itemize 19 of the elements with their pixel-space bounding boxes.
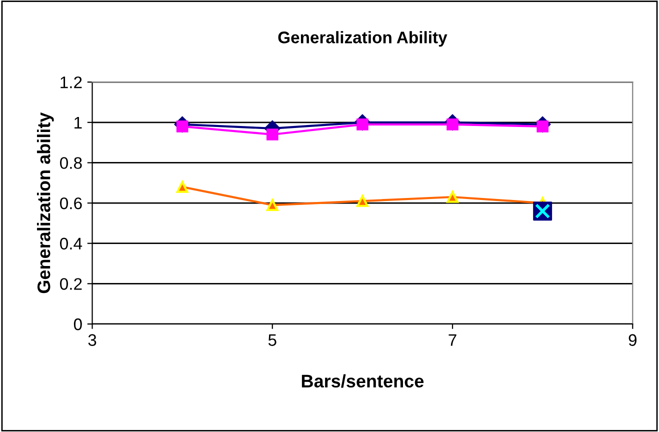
x-axis-title: Bars/sentence: [302, 374, 424, 388]
y-tick-label: 0: [74, 318, 82, 330]
y-tick-label: 1: [74, 116, 82, 128]
x-tick-label: 5: [268, 334, 276, 346]
y-tick-label: 1.2: [60, 76, 82, 88]
chart-title: Generalization Ability: [278, 31, 448, 47]
y-tick-label: 0.8: [60, 157, 82, 169]
point: [356, 195, 368, 207]
y-tick-label: 0.6: [60, 197, 82, 210]
point: [266, 128, 278, 140]
point: [446, 191, 458, 203]
y-tick-label: 0.4: [60, 238, 82, 250]
point: [266, 199, 278, 211]
x-tick-label: 3: [88, 334, 96, 346]
point: [176, 181, 188, 193]
y-axis-title: Generalization ability: [36, 112, 54, 294]
y-tick-label: 0.2: [60, 278, 82, 290]
x-tick-label: 7: [448, 334, 456, 346]
x-tick-label: 9: [628, 334, 636, 346]
